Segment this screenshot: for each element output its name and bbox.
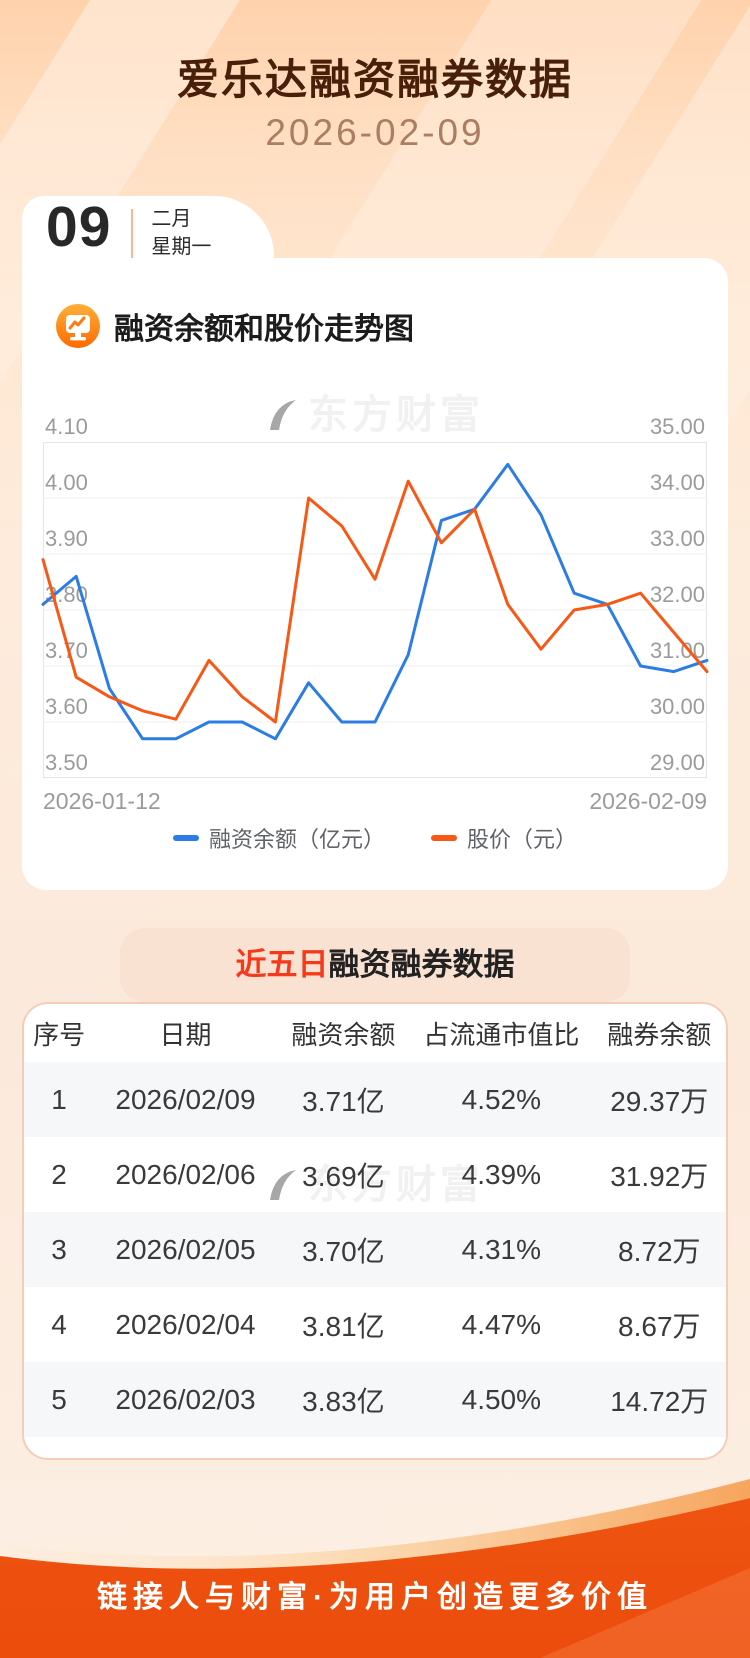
chart-axis-ticks: 4.10 35.004.00 34.003.90 33.003.80 32.003.70… [45, 414, 705, 775]
table-cell: 8.72万 [618, 1235, 701, 1267]
svg-text:3.50: 3.50 [45, 750, 88, 775]
table-cell: 4.52% [461, 1083, 542, 1115]
footer-wave [0, 1479, 750, 1658]
x-axis-last-date: 2026-02-09 [589, 788, 707, 814]
page-title: 爱乐达融资融券数据 [176, 56, 573, 103]
chart-section-header: 融资余额和股价走势图 [56, 304, 414, 348]
table-cell: 4.47% [461, 1308, 542, 1340]
table-cell: 14.72万 [610, 1385, 709, 1417]
legend-item: 股价（元） [431, 822, 577, 854]
table-cell: 3 [51, 1233, 67, 1265]
svg-text:3.60: 3.60 [45, 694, 88, 719]
chart-gridlines [43, 497, 707, 723]
table-cell: 5 [51, 1383, 67, 1415]
table-cell: 3.70亿 [302, 1235, 385, 1267]
table-header-row: 序号 日期 融资余额 占流通市值比 融券余额 [24, 1004, 726, 1062]
chart-x-axis: 2026-01-12 2026-02-09 [43, 788, 707, 815]
svg-text:4.00: 4.00 [45, 470, 88, 495]
margin-data-table: 序号 日期 融资余额 占流通市值比 融券余额 1 2026/02/09 3.71亿 4.52%… [22, 1002, 728, 1460]
table-title-highlight: 近五日 [235, 947, 329, 982]
table-cell: 2026/02/06 [115, 1158, 256, 1190]
table-cell: 2026/02/05 [115, 1233, 256, 1265]
legend-dash-icon [172, 835, 199, 841]
table-cell: 1 [51, 1083, 67, 1115]
table-header-cell: 融资余额 [291, 1019, 396, 1050]
table-cell: 29.37万 [610, 1085, 709, 1117]
series-line [41, 479, 709, 724]
table-cell: 3.83亿 [302, 1385, 385, 1417]
chart-card [22, 258, 728, 890]
svg-text:30.00: 30.00 [650, 694, 705, 719]
table-cell: 2026/02/09 [115, 1083, 256, 1115]
table-cell: 4.39% [461, 1158, 542, 1190]
date-card-calendar: 二月 星期一 [151, 205, 211, 261]
date-card-month: 二月 [151, 208, 192, 230]
svg-text:29.00: 29.00 [650, 750, 705, 775]
page-date: 2026-02-09 [265, 112, 485, 153]
table-row: 3 2026/02/05 3.70亿 4.31% 8.72万 [24, 1212, 726, 1287]
date-card-day: 09 [46, 195, 112, 259]
chart-legend: 融资余额（亿元） 股价（元） [0, 822, 750, 854]
table-header-cell: 序号 [33, 1019, 86, 1050]
x-axis-first-date: 2026-01-12 [43, 788, 161, 814]
table-cell: 4.50% [461, 1383, 542, 1415]
table-header-cell: 日期 [159, 1019, 212, 1050]
table-cell: 8.67万 [618, 1310, 701, 1342]
date-card-divider [131, 209, 134, 259]
legend-dash-icon [431, 835, 457, 841]
footer-slogan: 链接人与财富·为用户创造更多价值 [97, 1581, 653, 1614]
svg-text:4.10: 4.10 [45, 414, 88, 439]
table-cell: 4.31% [461, 1233, 542, 1265]
table-title-rest: 融资融券数据 [328, 947, 515, 982]
svg-text:35.00: 35.00 [650, 414, 705, 439]
table-row: 4 2026/02/04 3.81亿 4.47% 8.67万 [24, 1287, 726, 1362]
legend-item: 融资余额（亿元） [172, 822, 385, 854]
table-row: 1 2026/02/09 3.71亿 4.52% 29.37万 [24, 1062, 726, 1137]
chart-section-title: 融资余额和股价走势图 [114, 313, 414, 346]
chart-series-lines [41, 462, 709, 741]
legend-label: 融资余额（亿元） [208, 827, 385, 852]
svg-text:32.00: 32.00 [650, 582, 705, 607]
table-cell: 2 [51, 1158, 67, 1190]
table-row: 2 2026/02/06 3.69亿 4.39% 31.92万 [24, 1137, 726, 1212]
table-header-cell: 占流通市值比 [423, 1019, 580, 1050]
svg-text:3.90: 3.90 [45, 526, 88, 551]
table-cell: 3.69亿 [302, 1160, 385, 1192]
table-title-banner: 近五日融资融券数据 [120, 928, 630, 1002]
date-card-weekday: 星期一 [151, 236, 212, 258]
table-cell: 4 [51, 1308, 67, 1340]
chart-monitor-icon [56, 304, 100, 348]
table-cell: 3.71亿 [302, 1085, 385, 1117]
table-cell: 31.92万 [610, 1160, 709, 1192]
table-cell: 3.81亿 [302, 1310, 385, 1342]
table-header-cell: 融券余额 [607, 1019, 712, 1050]
table-row: 5 2026/02/03 3.83亿 4.50% 14.72万 [24, 1362, 726, 1437]
table-body: 1 2026/02/09 3.71亿 4.52% 29.37万 2 2026/02/06 3.… [24, 1062, 726, 1437]
table-cell: 2026/02/03 [115, 1383, 256, 1415]
trend-chart: 4.10 35.004.00 34.003.90 33.003.80 32.003.70… [41, 414, 709, 778]
series-line [41, 462, 709, 741]
legend-label: 股价（元） [467, 827, 578, 852]
svg-text:34.00: 34.00 [650, 470, 705, 495]
date-card: 09 二月 星期一 [22, 195, 274, 261]
table-cell: 2026/02/04 [115, 1308, 256, 1340]
svg-text:33.00: 33.00 [650, 526, 705, 551]
